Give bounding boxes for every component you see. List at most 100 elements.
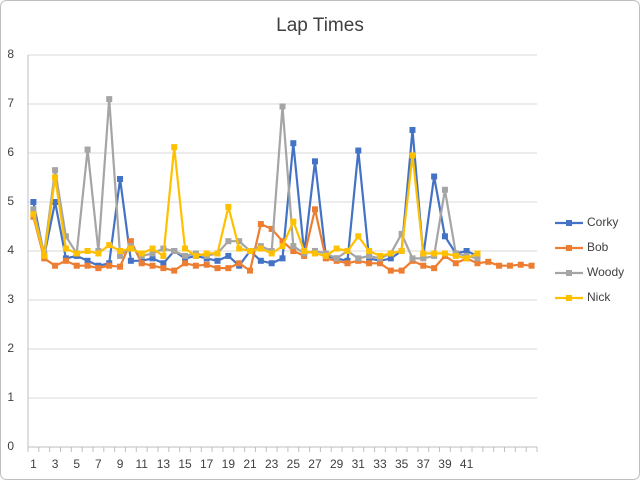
point	[485, 258, 492, 265]
point	[333, 255, 340, 262]
point	[95, 265, 102, 272]
point	[311, 158, 318, 165]
point	[366, 252, 373, 259]
point	[333, 245, 340, 252]
point	[62, 257, 69, 264]
legend-label: Bob	[587, 240, 609, 254]
point	[257, 221, 264, 228]
point	[52, 167, 59, 174]
point	[117, 263, 124, 270]
point	[106, 262, 113, 269]
point	[474, 260, 481, 267]
point	[62, 245, 69, 252]
x-tick-label: 39	[438, 457, 452, 471]
x-tick-label: 3	[52, 457, 59, 471]
legend-label: Corky	[587, 215, 618, 229]
point	[441, 250, 448, 257]
point	[366, 248, 373, 254]
y-tick-label: 3	[7, 292, 14, 306]
x-tick-label: 29	[330, 457, 344, 471]
point	[127, 238, 134, 245]
point	[214, 257, 221, 264]
point	[149, 255, 156, 262]
point	[420, 250, 427, 257]
point	[409, 126, 416, 133]
point	[290, 243, 297, 250]
point	[311, 250, 318, 257]
x-tick-label: 41	[460, 457, 474, 471]
point	[355, 147, 362, 154]
x-tick-label: 15	[178, 457, 192, 471]
point	[441, 233, 448, 240]
point	[474, 250, 481, 257]
point	[409, 255, 416, 262]
y-tick-label: 0	[7, 439, 14, 453]
point	[474, 255, 481, 262]
point	[355, 255, 362, 262]
point	[279, 103, 286, 110]
legend-marker	[566, 245, 572, 251]
point	[290, 218, 297, 225]
x-tick-label: 7	[95, 457, 102, 471]
x-tick-label: 5	[73, 457, 80, 471]
point	[301, 248, 308, 254]
point	[452, 260, 459, 267]
point	[366, 260, 373, 267]
point	[431, 250, 438, 257]
point	[52, 174, 59, 181]
legend-label: Nick	[587, 290, 611, 304]
point	[203, 250, 210, 257]
point	[257, 257, 264, 264]
point	[182, 252, 189, 259]
point	[41, 252, 48, 259]
chart-title: Lap Times	[276, 15, 364, 36]
y-tick-label: 4	[7, 243, 14, 257]
point	[344, 260, 351, 267]
point	[160, 260, 167, 267]
point	[376, 252, 383, 259]
point	[30, 199, 37, 205]
point	[517, 261, 524, 268]
point	[214, 250, 221, 257]
x-tick-label: 25	[287, 457, 301, 471]
point	[257, 245, 264, 252]
point	[30, 206, 37, 213]
point	[182, 245, 189, 252]
point	[247, 248, 254, 254]
x-tick-label: 17	[200, 457, 214, 471]
point	[236, 260, 243, 267]
y-tick-label: 7	[7, 96, 14, 110]
legend-label: Woody	[587, 265, 624, 279]
point	[290, 248, 297, 254]
point	[344, 248, 351, 254]
point	[409, 152, 416, 159]
point	[431, 265, 438, 272]
point	[84, 257, 91, 264]
point	[431, 173, 438, 180]
point	[214, 265, 221, 272]
x-tick-label: 31	[352, 457, 366, 471]
point	[225, 252, 232, 259]
point	[355, 233, 362, 240]
point	[398, 267, 405, 274]
x-tick-label: 35	[395, 457, 409, 471]
point	[84, 146, 91, 153]
point	[149, 250, 156, 257]
point	[420, 255, 427, 262]
x-tick-label: 33	[373, 457, 387, 471]
point	[192, 262, 199, 269]
point	[225, 238, 232, 245]
point	[160, 252, 167, 259]
point	[387, 255, 394, 262]
point	[203, 261, 210, 268]
point	[171, 267, 178, 274]
point	[106, 242, 113, 249]
y-tick-label: 1	[7, 390, 14, 404]
point	[506, 262, 513, 269]
point	[247, 267, 254, 274]
point	[171, 144, 178, 151]
point	[268, 260, 275, 267]
point	[387, 267, 394, 274]
point	[463, 255, 470, 262]
point	[160, 265, 167, 272]
